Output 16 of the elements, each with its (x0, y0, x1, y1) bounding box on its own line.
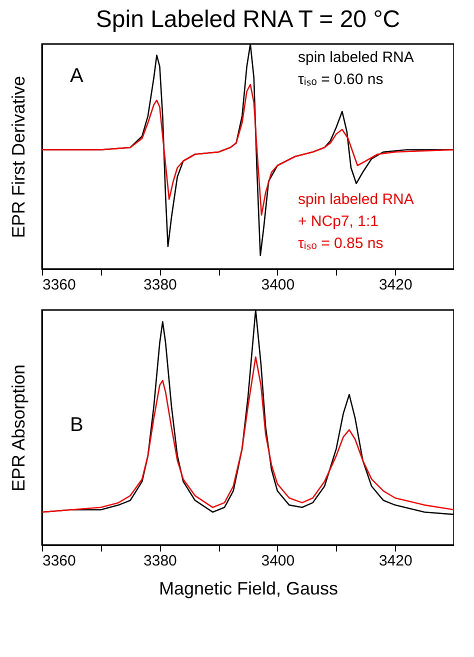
x-tick-label: 3380 (144, 552, 177, 570)
annotation: A (70, 65, 84, 87)
x-tick-label: 3360 (42, 552, 76, 570)
x-tick-label: 3400 (261, 552, 295, 570)
x-tick-label: 3360 (42, 276, 76, 294)
x-tick-label: 3380 (144, 276, 177, 294)
annotation: B (70, 414, 84, 436)
x-tick-label: 3420 (378, 276, 412, 294)
chart-title: Spin Labeled RNA T = 20 °C (96, 6, 400, 33)
x-tick-label: 3400 (261, 276, 295, 294)
text: spin labeled RNA τᵢₛₒ = 0.60 ns (298, 49, 414, 88)
y-axis-title: EPR First Derivative (8, 76, 28, 238)
text: spin labeled RNA + NCp7, 1:1 τᵢₛₒ = 0.85 ns (298, 191, 414, 252)
x-tick-label: 3420 (378, 552, 412, 570)
x-axis-title: Magnetic Field, Gauss (158, 578, 338, 598)
y-axis-title: EPR Absorption (8, 364, 28, 492)
